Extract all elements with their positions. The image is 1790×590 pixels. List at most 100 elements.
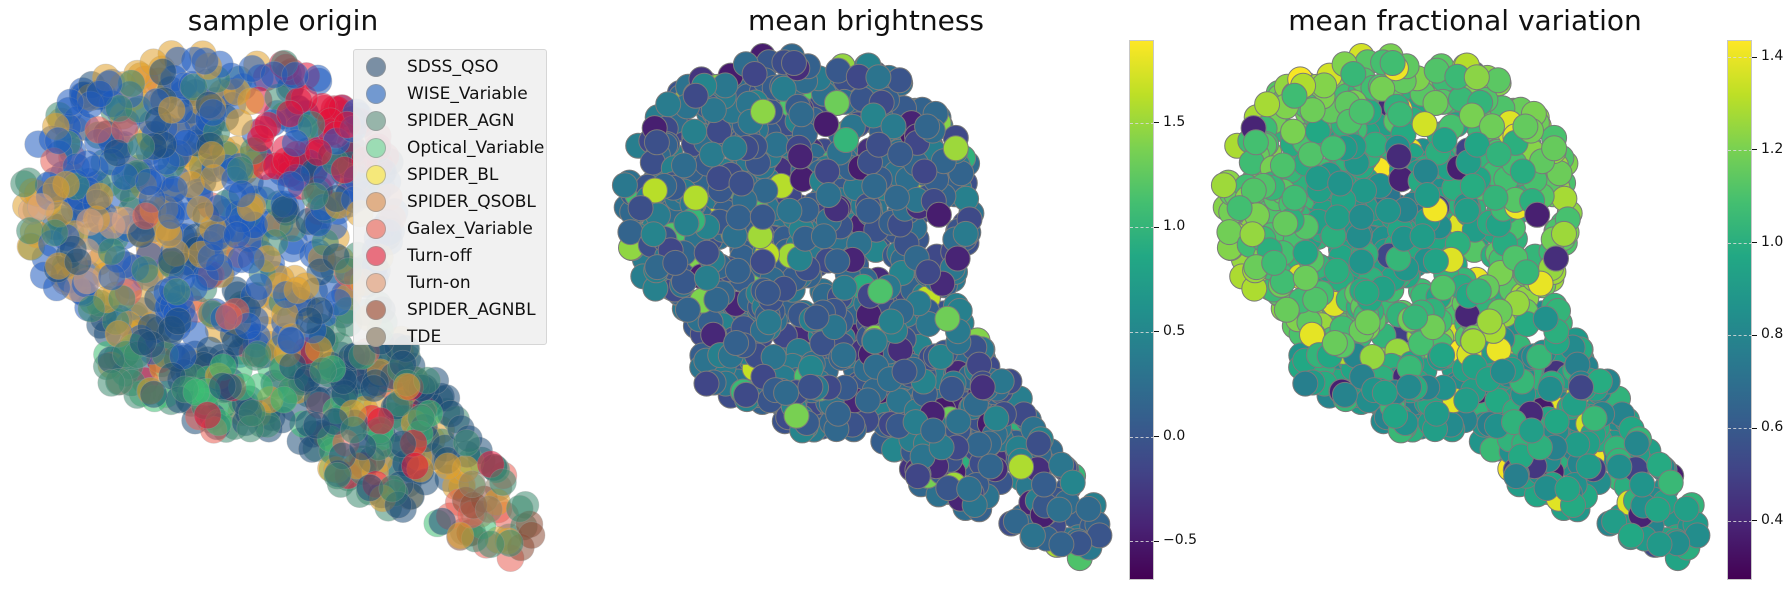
legend-label: WISE_Variable bbox=[407, 83, 528, 104]
data-point bbox=[891, 358, 918, 385]
data-point bbox=[433, 452, 462, 481]
data-point bbox=[1048, 531, 1075, 558]
data-point bbox=[911, 158, 938, 185]
data-point bbox=[671, 152, 697, 179]
data-point bbox=[1554, 475, 1581, 502]
data-point bbox=[77, 294, 106, 323]
data-point bbox=[1242, 129, 1269, 156]
data-point bbox=[97, 237, 126, 266]
data-point bbox=[627, 195, 654, 222]
data-point bbox=[942, 135, 969, 162]
data-point bbox=[243, 340, 272, 369]
colorbar-mean-fractional-variation: 1.4 1.2 1.0 0.8 0.6 0.4 bbox=[1727, 40, 1783, 580]
legend-marker-icon bbox=[366, 110, 386, 131]
colorbar-tick-label: 1.4 bbox=[1761, 48, 1784, 65]
data-point bbox=[269, 385, 298, 414]
data-point bbox=[359, 374, 388, 403]
data-point bbox=[1518, 417, 1545, 444]
data-point bbox=[781, 50, 807, 76]
data-point bbox=[944, 245, 971, 272]
data-point bbox=[927, 343, 954, 370]
data-point bbox=[643, 129, 670, 156]
data-point bbox=[1226, 195, 1253, 222]
data-point bbox=[227, 179, 256, 208]
data-point bbox=[40, 218, 69, 247]
data-point bbox=[1008, 453, 1035, 480]
data-point bbox=[865, 64, 892, 91]
data-point bbox=[1239, 221, 1266, 248]
data-point bbox=[1387, 101, 1413, 128]
data-point bbox=[131, 202, 160, 230]
legend-marker-icon bbox=[366, 299, 386, 320]
data-point bbox=[1299, 97, 1326, 124]
data-point bbox=[110, 162, 139, 191]
data-point bbox=[1568, 374, 1594, 401]
data-point bbox=[214, 302, 243, 331]
data-point bbox=[965, 431, 992, 458]
data-point bbox=[1509, 158, 1536, 185]
data-point bbox=[277, 326, 306, 355]
data-point bbox=[1581, 405, 1608, 432]
colorbar-tick-label: 0.5 bbox=[1163, 322, 1186, 339]
data-point bbox=[197, 140, 226, 169]
data-point bbox=[1379, 50, 1406, 76]
data-point bbox=[721, 135, 748, 162]
legend-label: Turn-off bbox=[407, 245, 472, 266]
data-point bbox=[130, 255, 159, 284]
data-point bbox=[1281, 82, 1308, 109]
data-point bbox=[1629, 471, 1656, 498]
data-point bbox=[1489, 358, 1516, 385]
data-point bbox=[1564, 431, 1591, 458]
legend-label: SPIDER_QSOBL bbox=[407, 191, 536, 212]
data-point bbox=[75, 208, 104, 237]
data-point bbox=[157, 96, 186, 124]
data-point bbox=[611, 172, 638, 199]
data-point bbox=[861, 173, 888, 199]
data-point bbox=[1320, 135, 1347, 162]
data-point bbox=[1396, 373, 1422, 400]
data-point bbox=[10, 169, 38, 198]
data-point bbox=[938, 375, 965, 402]
colorbar-tick-label: 0.0 bbox=[1163, 427, 1186, 444]
colorbar-tick-label: 1.0 bbox=[1163, 218, 1186, 235]
data-point bbox=[129, 328, 157, 357]
legend: SDSS_QSO WISE_Variable SPIDER_AGN Optica… bbox=[353, 49, 547, 347]
data-point bbox=[64, 247, 92, 276]
colorbar-tick-label: 0.8 bbox=[1761, 326, 1784, 343]
data-point bbox=[925, 201, 952, 228]
data-point bbox=[797, 373, 824, 400]
data-point bbox=[693, 370, 720, 397]
data-point bbox=[1606, 453, 1633, 480]
colorbar-mean-brightness: 1.5 1.0 0.5 0.0 −0.5 bbox=[1129, 40, 1197, 580]
data-point bbox=[887, 141, 914, 168]
data-point bbox=[1464, 131, 1491, 158]
data-point bbox=[1002, 508, 1029, 535]
data-point bbox=[44, 126, 73, 155]
data-point bbox=[476, 530, 505, 559]
legend-marker-icon bbox=[366, 272, 386, 293]
colorbar-tick-label: −0.5 bbox=[1163, 532, 1197, 549]
data-point bbox=[162, 277, 191, 306]
legend-label: SPIDER_AGN bbox=[407, 110, 515, 131]
data-point bbox=[725, 204, 752, 231]
data-point bbox=[1240, 177, 1267, 204]
data-point bbox=[1460, 328, 1487, 355]
data-point bbox=[1046, 496, 1073, 523]
data-point bbox=[157, 201, 186, 230]
data-point bbox=[1269, 152, 1296, 179]
data-point bbox=[977, 453, 1004, 480]
data-point bbox=[1476, 308, 1503, 335]
legend-item-galex-variable: Galex_Variable bbox=[354, 215, 546, 242]
data-point bbox=[867, 278, 894, 305]
data-point bbox=[1281, 184, 1308, 211]
data-point bbox=[1482, 184, 1509, 211]
data-point bbox=[1513, 259, 1540, 286]
data-point bbox=[865, 131, 892, 158]
data-point bbox=[27, 192, 55, 221]
data-point bbox=[1025, 430, 1052, 457]
data-point bbox=[983, 405, 1010, 432]
data-point bbox=[1261, 249, 1288, 276]
data-point bbox=[1618, 522, 1645, 549]
data-point bbox=[1385, 143, 1412, 170]
data-point bbox=[505, 494, 534, 523]
